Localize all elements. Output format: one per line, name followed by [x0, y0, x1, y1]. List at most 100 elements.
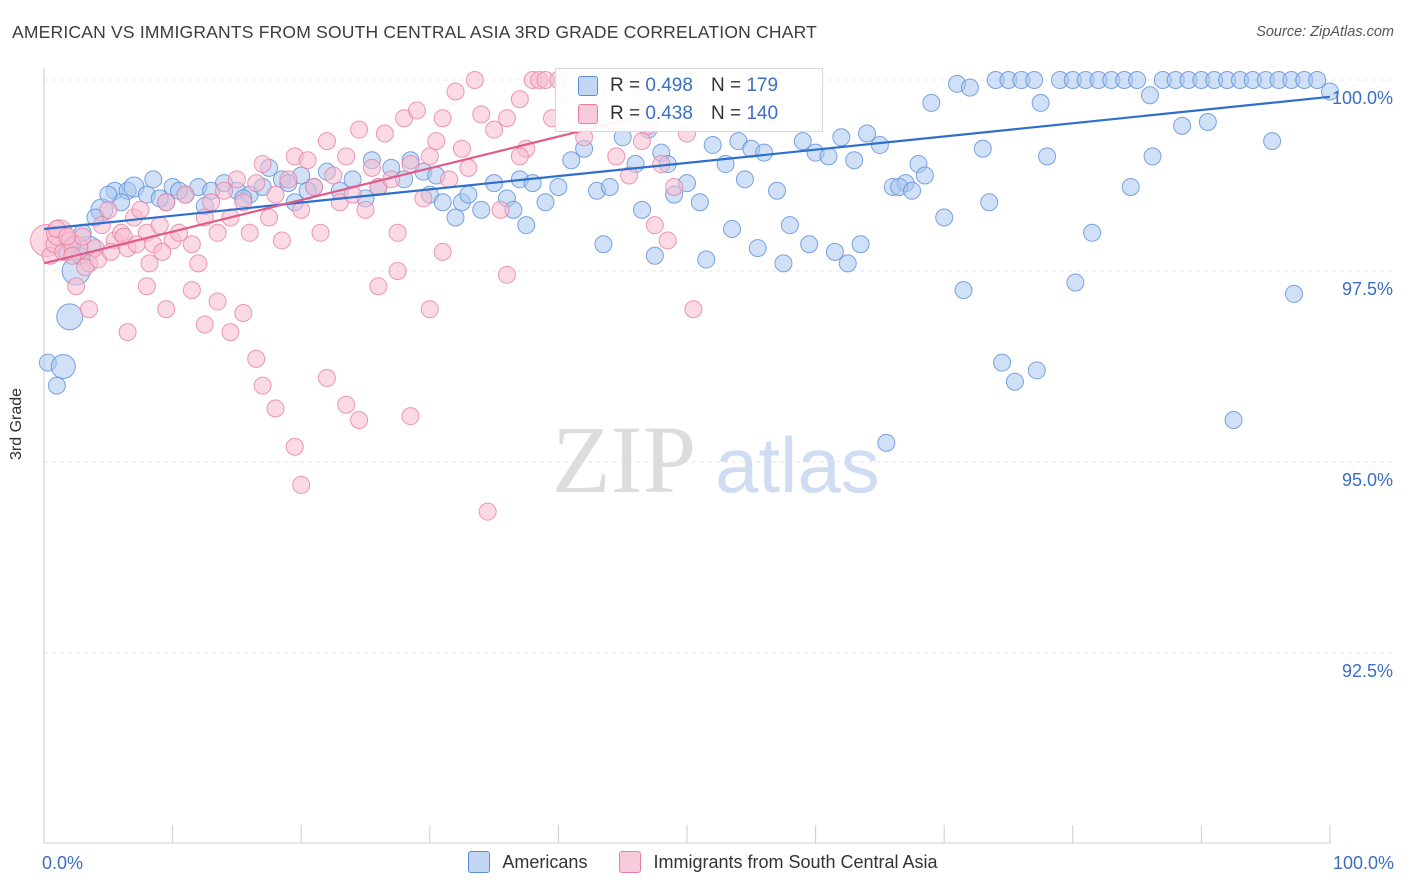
point-pink: [182, 281, 201, 300]
point-blue: [1263, 132, 1282, 151]
point-pink: [607, 147, 626, 166]
point-pink: [247, 349, 266, 368]
point-pink: [247, 174, 266, 193]
point-pink: [272, 231, 291, 250]
point-blue: [1284, 284, 1303, 303]
point-blue: [819, 147, 838, 166]
point-blue: [1128, 71, 1147, 89]
point-pink: [292, 475, 311, 494]
legend-label-americans: Americans: [502, 851, 588, 872]
point-blue: [600, 177, 619, 196]
point-blue: [1066, 273, 1085, 292]
point-blue: [446, 208, 465, 227]
series-legend: Americans Immigrants from South Central …: [0, 851, 1406, 873]
point-pink: [645, 216, 664, 235]
data-points: [30, 71, 1339, 521]
point-blue: [144, 170, 163, 189]
point-pink: [497, 265, 516, 284]
r-value: 0.438: [645, 103, 693, 124]
point-blue: [735, 170, 754, 189]
point-pink: [401, 155, 420, 174]
point-pink: [491, 200, 510, 219]
point-blue: [1143, 147, 1162, 166]
point-blue: [768, 181, 787, 200]
point-pink: [215, 181, 234, 200]
point-pink: [356, 200, 375, 219]
point-blue: [877, 433, 896, 452]
point-blue: [870, 135, 889, 154]
point-blue: [903, 181, 922, 200]
point-blue: [703, 135, 722, 154]
point-pink: [189, 254, 208, 273]
point-blue: [1198, 113, 1217, 132]
point-pink: [420, 300, 439, 319]
point-pink: [510, 90, 529, 109]
point-pink: [337, 147, 356, 166]
point-blue: [851, 235, 870, 254]
point-pink: [427, 132, 446, 151]
point-pink: [279, 170, 298, 189]
point-blue: [632, 200, 651, 219]
point-pink: [208, 292, 227, 311]
point-pink: [375, 124, 394, 143]
point-blue: [838, 254, 857, 273]
point-pink: [658, 231, 677, 250]
point-blue: [1140, 86, 1159, 105]
y-axis-label: 3rd Grade: [8, 387, 25, 460]
point-blue: [1308, 71, 1327, 89]
point-pink: [317, 368, 336, 387]
point-pink: [227, 170, 246, 189]
point-blue: [845, 151, 864, 170]
point-blue: [973, 139, 992, 158]
point-blue: [1321, 82, 1339, 101]
point-blue: [800, 235, 819, 254]
r-value: 0.498: [645, 75, 693, 96]
watermark-zip: ZIP: [552, 406, 696, 513]
point-pink: [401, 407, 420, 426]
point-blue: [774, 254, 793, 273]
n-label: N =: [710, 75, 742, 96]
swatch-pink: [578, 104, 598, 124]
point-blue: [1027, 361, 1046, 380]
point-blue: [915, 166, 934, 185]
point-pink: [58, 227, 77, 246]
trend-line-blue: [43, 95, 1331, 231]
point-blue: [50, 354, 76, 379]
point-pink: [440, 170, 459, 189]
legend-label-immigrants: Immigrants from South Central Asia: [653, 851, 938, 872]
stats-row-immigrants: R = 0.438 N = 140: [556, 101, 778, 127]
point-pink: [665, 177, 684, 196]
point-blue: [723, 219, 742, 238]
r-label: R =: [610, 103, 641, 124]
point-pink: [684, 300, 703, 319]
swatch-blue: [578, 76, 598, 96]
trend-line-pink: [43, 113, 649, 265]
point-pink: [388, 262, 407, 280]
stats-legend: R = 0.498 N = 179 R = 0.438 N = 140: [555, 68, 823, 132]
point-pink: [150, 216, 169, 235]
point-pink: [407, 101, 426, 120]
point-pink: [420, 147, 439, 166]
point-blue: [832, 128, 851, 147]
point-pink: [240, 223, 259, 242]
point-pink: [317, 132, 336, 151]
point-blue: [960, 78, 979, 97]
point-pink: [195, 315, 214, 334]
point-blue: [536, 193, 555, 212]
n-value: 179: [746, 75, 779, 96]
y-tick-label: 97.5%: [1342, 279, 1393, 299]
point-blue: [1031, 93, 1050, 112]
point-pink: [446, 82, 465, 101]
point-pink: [472, 105, 491, 124]
point-blue: [645, 246, 664, 265]
point-pink: [433, 109, 452, 128]
point-blue: [1121, 177, 1140, 196]
point-pink: [324, 166, 343, 185]
point-blue: [748, 239, 767, 258]
point-pink: [388, 223, 407, 242]
point-blue: [594, 235, 613, 254]
point-blue: [1083, 223, 1102, 242]
point-pink: [510, 147, 529, 166]
y-tick-label: 95.0%: [1342, 470, 1393, 490]
point-pink: [452, 139, 471, 158]
